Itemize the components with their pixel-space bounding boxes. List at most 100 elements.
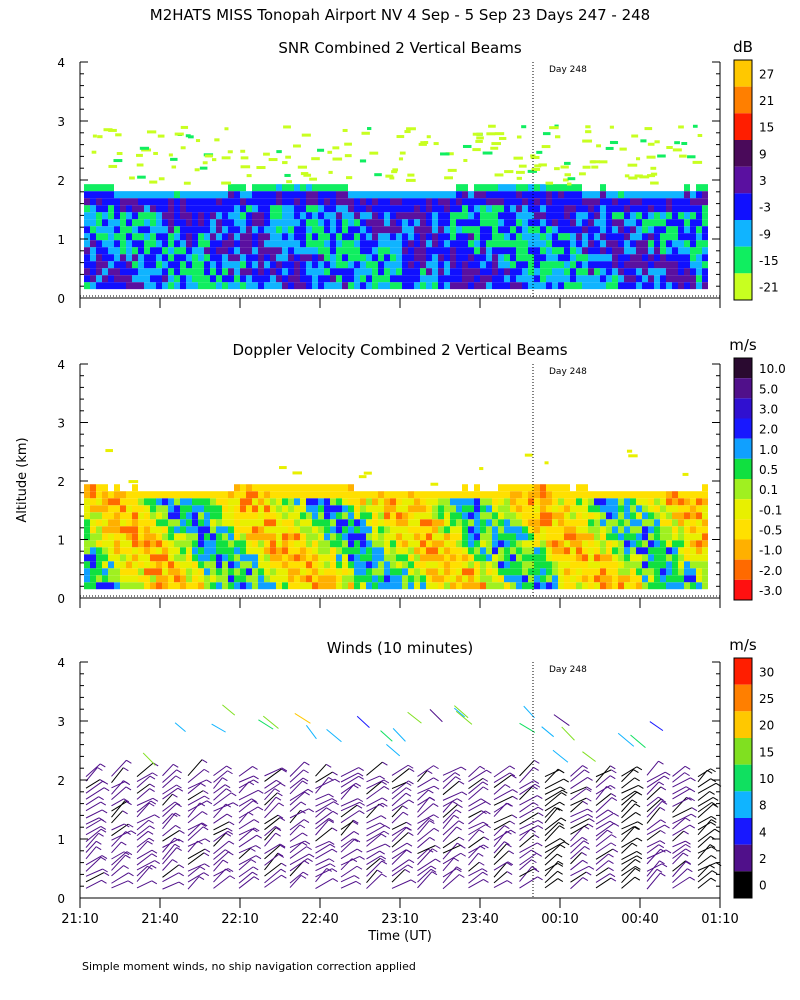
- heat-cell: [468, 547, 474, 555]
- heat-cell: [546, 212, 552, 220]
- heat-cell: [306, 268, 312, 276]
- wind-barb: [187, 800, 208, 812]
- barb-flag: [203, 852, 210, 857]
- heat-cell: [534, 268, 540, 276]
- wind-barb: [468, 821, 484, 830]
- heat-cell: [510, 575, 516, 583]
- heat-cell: [234, 505, 240, 513]
- heat-cell: [690, 533, 696, 541]
- heat-cell: [612, 505, 618, 513]
- heat-cell: [354, 561, 360, 569]
- heat-cell: [150, 540, 156, 548]
- echo-cell: [346, 176, 353, 180]
- heat-cell: [348, 526, 354, 534]
- heat-cell: [624, 282, 630, 290]
- heat-cell: [102, 240, 108, 248]
- echo-cell: [297, 165, 307, 169]
- heat-cell: [504, 533, 510, 541]
- barb-flag: [100, 801, 107, 806]
- heat-cell: [300, 254, 306, 262]
- wind-barb: [366, 860, 383, 877]
- barb-flag: [636, 855, 643, 860]
- heat-cell: [372, 226, 378, 234]
- heat-cell: [492, 505, 498, 513]
- heat-cell: [378, 198, 384, 206]
- barb-flag: [329, 843, 336, 848]
- heat-cell: [528, 226, 534, 234]
- barb-flag: [203, 872, 210, 877]
- heat-cell: [126, 191, 132, 199]
- heat-cell: [468, 526, 474, 534]
- heat-cell: [108, 240, 114, 248]
- wind-barb: [468, 852, 479, 866]
- heat-cell: [528, 491, 534, 499]
- heat-cell: [522, 247, 528, 255]
- heat-cell: [402, 575, 408, 583]
- heat-cell: [84, 533, 90, 541]
- heat-cell: [528, 275, 534, 283]
- echo-cell: [605, 146, 614, 150]
- echo-cell: [97, 135, 103, 139]
- heat-cell: [168, 261, 174, 269]
- heat-cell: [552, 498, 558, 506]
- heat-cell: [690, 519, 696, 527]
- heat-cell: [102, 498, 108, 506]
- heat-cell: [534, 484, 540, 492]
- heat-cell: [108, 219, 114, 227]
- heat-cell: [234, 247, 240, 255]
- heat-cell: [180, 254, 186, 262]
- heat-cell: [180, 519, 186, 527]
- heat-cell: [480, 568, 486, 576]
- heat-cell: [360, 282, 366, 290]
- heat-cell: [684, 191, 690, 199]
- heat-cell: [660, 226, 666, 234]
- heat-cell: [114, 491, 120, 499]
- heat-cell: [348, 512, 354, 520]
- heat-cell: [300, 198, 306, 206]
- heat-cell: [168, 533, 174, 541]
- heat-cell: [330, 268, 336, 276]
- barb-flag: [381, 781, 387, 785]
- wind-barb: [315, 778, 336, 789]
- barb-flag: [559, 844, 566, 849]
- barb-flag: [481, 868, 488, 873]
- heat-cell: [138, 268, 144, 276]
- heat-cell: [618, 575, 624, 583]
- echo-cell: [136, 153, 143, 157]
- heat-cell: [480, 212, 486, 220]
- heat-cell: [522, 240, 528, 248]
- echo-cell: [560, 165, 569, 169]
- heat-cell: [600, 240, 606, 248]
- heat-cell: [414, 205, 420, 213]
- heat-cell: [96, 240, 102, 248]
- heat-cell: [384, 554, 390, 562]
- heat-cell: [408, 254, 414, 262]
- barb-flag: [277, 792, 283, 797]
- heat-cell: [168, 498, 174, 506]
- heat-cell: [450, 526, 456, 534]
- heat-cell: [402, 254, 408, 262]
- barb-flag: [660, 798, 667, 803]
- heat-cell: [120, 540, 126, 548]
- wind-barb: [646, 830, 661, 841]
- echo-cell: [666, 146, 673, 150]
- heat-cell: [600, 491, 606, 499]
- heat-cell: [168, 526, 174, 534]
- heat-cell: [600, 261, 606, 269]
- heat-cell: [102, 275, 108, 283]
- heat-cell: [522, 282, 528, 290]
- heat-cell: [498, 240, 504, 248]
- heat-cell: [696, 519, 702, 527]
- heat-cell: [480, 247, 486, 255]
- heat-cell: [228, 526, 234, 534]
- heat-cell: [438, 212, 444, 220]
- echo-cell: [541, 145, 551, 149]
- heat-cell: [264, 519, 270, 527]
- heat-cell: [294, 247, 300, 255]
- heat-cell: [270, 261, 276, 269]
- wind-barb: [391, 869, 406, 883]
- heat-cell: [354, 526, 360, 534]
- colorbar-swatch: [734, 166, 752, 194]
- heat-cell: [204, 282, 210, 290]
- heat-cell: [354, 240, 360, 248]
